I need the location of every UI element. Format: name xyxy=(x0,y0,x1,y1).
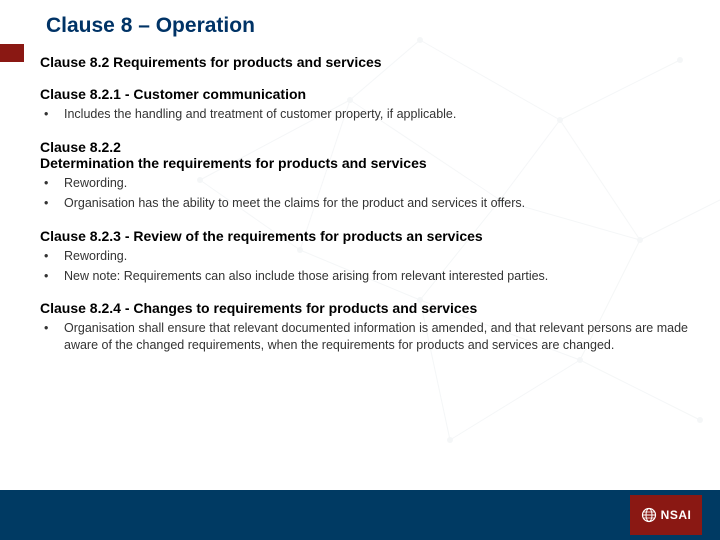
subsection-heading: Clause 8.2.3 - Review of the requirement… xyxy=(40,228,688,244)
bullet-item: New note: Requirements can also include … xyxy=(40,268,688,285)
subsection-heading: Clause 8.2.1 - Customer communication xyxy=(40,86,688,102)
bullet-item: Rewording. xyxy=(40,248,688,265)
accent-red-bar xyxy=(0,44,24,62)
section-heading: Clause 8.2 Requirements for products and… xyxy=(40,54,688,70)
bullet-item: Rewording. xyxy=(40,175,688,192)
bullet-list: Rewording. Organisation has the ability … xyxy=(40,175,688,212)
bullet-list: Includes the handling and treatment of c… xyxy=(40,106,688,123)
nsai-logo: NSAI xyxy=(630,495,702,535)
logo-text: NSAI xyxy=(661,508,692,522)
footer-bar: NSAI xyxy=(0,490,720,540)
subsection-heading: Clause 8.2.2 Determination the requireme… xyxy=(40,139,688,171)
bullet-item: Organisation shall ensure that relevant … xyxy=(40,320,688,354)
bullet-list: Organisation shall ensure that relevant … xyxy=(40,320,688,354)
bullet-list: Rewording. New note: Requirements can al… xyxy=(40,248,688,285)
subsection-heading: Clause 8.2.4 - Changes to requirements f… xyxy=(40,300,688,316)
bullet-item: Includes the handling and treatment of c… xyxy=(40,106,688,123)
globe-icon xyxy=(641,507,657,523)
slide-content: Clause 8 – Operation Clause 8.2 Requirem… xyxy=(0,0,720,354)
bullet-item: Organisation has the ability to meet the… xyxy=(40,195,688,212)
page-title: Clause 8 – Operation xyxy=(46,14,688,38)
